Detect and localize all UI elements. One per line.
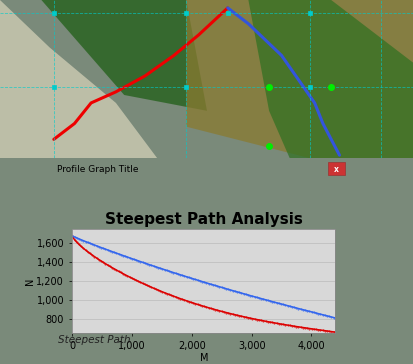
Y-axis label: N: N [25,277,35,285]
Polygon shape [0,0,157,158]
Polygon shape [41,0,207,111]
Text: x: x [333,165,338,174]
Polygon shape [248,0,413,158]
Text: Profile Graph Title: Profile Graph Title [57,165,138,174]
Title: Steepest Path Analysis: Steepest Path Analysis [105,212,302,227]
Text: Steepest Path: Steepest Path [57,335,130,345]
Polygon shape [186,0,413,158]
X-axis label: M: M [199,353,208,363]
FancyBboxPatch shape [328,162,344,175]
